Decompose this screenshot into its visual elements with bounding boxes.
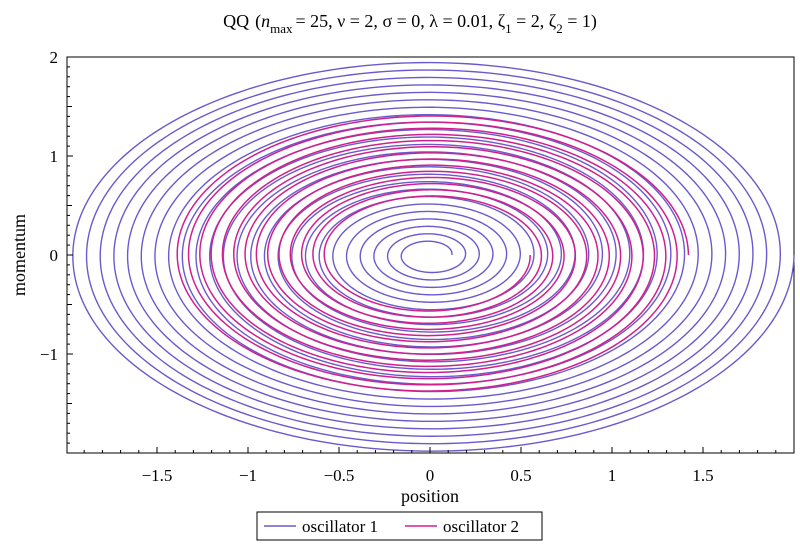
title-zeta2-symbol: ζ xyxy=(549,11,557,31)
title-zeta1-sub: 1 xyxy=(505,21,512,36)
axis-ticks: −1.5 −1 −0.5 0 0.5 1 1.5 2 1 0 −1 xyxy=(40,48,777,485)
y-axis-label: momentum xyxy=(9,214,29,296)
series-layer xyxy=(72,61,795,452)
legend: oscillator 1 oscillator 2 xyxy=(256,511,543,541)
title-zeta2-value: = 1) xyxy=(563,11,597,32)
title-lambda: λ = 0.01, xyxy=(429,11,497,31)
title-n-subscript: max xyxy=(270,21,293,36)
y-tick-label: 1 xyxy=(50,147,59,166)
y-tick-label: 2 xyxy=(50,48,59,67)
title-zeta1-symbol: ζ xyxy=(498,11,506,31)
x-tick-label: 1.5 xyxy=(692,466,713,485)
title-zeta2-sub: 2 xyxy=(556,21,563,36)
y-tick-label: −1 xyxy=(40,345,58,364)
title-n-symbol: n xyxy=(261,11,270,31)
series-line-oscillator-1 xyxy=(72,61,795,452)
title-zeta1-value: = 2, xyxy=(512,11,549,31)
title-prefix: QQ xyxy=(223,11,249,31)
x-tick-label: −1.5 xyxy=(142,466,173,485)
series-line-oscillator-2 xyxy=(176,115,690,392)
x-tick-label: −1 xyxy=(239,466,257,485)
x-tick-label: −0.5 xyxy=(324,466,355,485)
legend-label-oscillator-2: oscillator 2 xyxy=(443,517,519,536)
title-n-value: = 25, xyxy=(295,11,337,31)
x-tick-label: 0 xyxy=(426,466,435,485)
title-sigma: σ = 0, xyxy=(382,11,429,31)
legend-label-oscillator-1: oscillator 1 xyxy=(302,517,378,536)
x-tick-label: 0.5 xyxy=(510,466,531,485)
x-axis-label: position xyxy=(401,486,459,506)
title-nu: ν = 2, xyxy=(337,11,382,31)
y-tick-label: 0 xyxy=(50,246,59,265)
legend-box xyxy=(256,511,543,541)
chart-title: QQ (nmax = 25, ν = 2, σ = 0, λ = 0.01, ζ1 … xyxy=(223,11,597,36)
x-tick-label: 1 xyxy=(608,466,617,485)
